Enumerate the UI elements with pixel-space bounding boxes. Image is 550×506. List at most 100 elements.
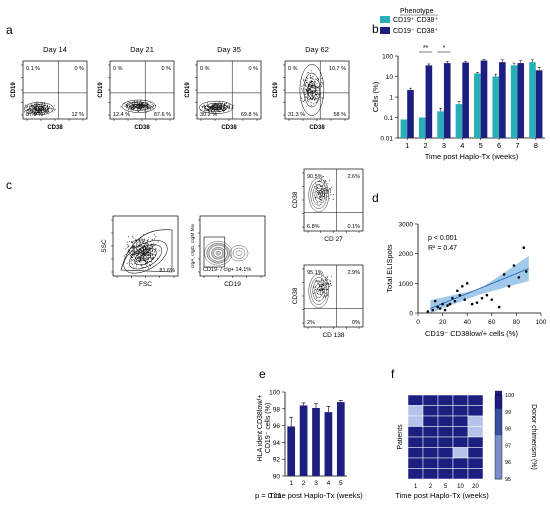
event-dot	[329, 190, 331, 192]
flow-plot-day-3: Day 62 0 % 10.7 % 31.3 % 58 % CD38 CD19	[273, 45, 350, 131]
quadrant-ur-pct: 0 %	[162, 66, 172, 72]
y-tick-label: 10	[386, 74, 394, 81]
event-dot	[146, 107, 148, 109]
heatmap-cell	[467, 457, 484, 469]
event-dot	[310, 77, 312, 78]
event-dot	[323, 281, 325, 283]
event-dot	[322, 176, 324, 178]
event-dot	[132, 237, 134, 239]
event-dot	[142, 241, 144, 243]
colorbar-segment	[495, 417, 502, 423]
event-dot	[315, 280, 316, 282]
event-dot	[140, 102, 142, 104]
event-dot	[47, 108, 48, 110]
event-dot	[146, 262, 147, 264]
event-dot	[149, 250, 151, 252]
data-point	[460, 285, 464, 288]
event-dot	[320, 190, 322, 192]
event-dot	[140, 254, 142, 256]
event-dot	[144, 261, 146, 263]
event-dot	[128, 251, 130, 253]
event-dot	[147, 263, 148, 265]
event-dot	[139, 260, 141, 262]
density-contour	[132, 103, 145, 109]
legend-swatch	[380, 27, 390, 34]
heatmap-cell	[422, 415, 439, 427]
event-dot	[318, 180, 320, 182]
event-dot	[35, 111, 37, 112]
event-dot	[308, 101, 310, 103]
event-dot	[232, 104, 234, 106]
event-dot	[312, 75, 314, 77]
event-dot	[223, 107, 225, 109]
heatmap-cell	[437, 468, 454, 480]
y-axis-label: CD19	[185, 82, 191, 98]
event-dot	[320, 179, 322, 181]
event-dot	[308, 90, 310, 92]
event-dot	[146, 105, 147, 107]
colorbar-segment	[495, 412, 502, 418]
event-dot	[312, 84, 314, 86]
event-dot	[26, 106, 28, 108]
event-dot	[132, 106, 134, 108]
event-dot	[306, 93, 308, 95]
event-dot	[140, 245, 142, 246]
heatmap-cell	[422, 436, 439, 448]
panel-e-bar-chart: 90 92 94 96 98 100 1 2 3 4 5 HLA ident CD38low/+ CD1…	[255, 390, 363, 501]
event-dot	[135, 254, 137, 255]
event-dot	[125, 253, 127, 255]
event-dot	[157, 241, 159, 243]
event-dot	[149, 247, 151, 249]
heatmap-cell	[467, 394, 484, 406]
event-dot	[128, 101, 130, 103]
event-dot	[39, 109, 41, 111]
event-dot	[301, 90, 303, 92]
significance-label: *	[443, 45, 446, 52]
event-dot	[136, 259, 137, 261]
bar	[287, 426, 296, 476]
x-tick-label: 4	[460, 141, 464, 150]
x-tick-label: 0	[416, 319, 420, 326]
event-dot	[148, 108, 150, 110]
quadrant-lr-pct: 0.1%	[347, 224, 360, 230]
event-dot	[225, 107, 227, 109]
data-point	[456, 289, 459, 293]
y-axis-label-line2: CD19⁻ cells (%)	[265, 403, 272, 453]
event-dot	[222, 109, 224, 111]
event-dot	[150, 245, 152, 247]
event-dot	[136, 262, 138, 264]
event-dot	[329, 280, 331, 282]
heatmap-cell	[422, 457, 439, 469]
event-dot	[129, 106, 131, 108]
event-dot	[120, 106, 122, 108]
x-tick-label: 1	[405, 141, 409, 150]
colorbar-segment	[495, 465, 502, 471]
event-dot	[38, 106, 40, 108]
event-dot	[144, 106, 146, 108]
event-dot	[37, 110, 39, 112]
event-dot	[201, 107, 203, 109]
event-dot	[144, 104, 146, 106]
event-dot	[312, 89, 314, 91]
event-dot	[44, 112, 46, 114]
event-dot	[132, 245, 134, 247]
event-dot	[144, 254, 146, 256]
event-dot	[39, 113, 41, 115]
regression-line	[430, 268, 529, 309]
event-dot	[148, 236, 150, 238]
event-dot	[311, 95, 313, 97]
density-contour	[204, 102, 228, 112]
y-axis-label: SSC	[101, 239, 108, 253]
event-dot	[146, 264, 148, 266]
event-dot	[328, 285, 330, 287]
event-dot	[313, 292, 315, 294]
event-dot	[145, 248, 147, 250]
y-tick-label: 94	[273, 440, 281, 447]
y-axis-label: CD19	[273, 82, 279, 98]
event-dot	[138, 261, 140, 263]
bar	[492, 76, 500, 138]
event-dot	[218, 106, 220, 108]
event-dot	[138, 106, 140, 108]
event-dot	[123, 255, 125, 257]
event-dot	[314, 81, 316, 83]
